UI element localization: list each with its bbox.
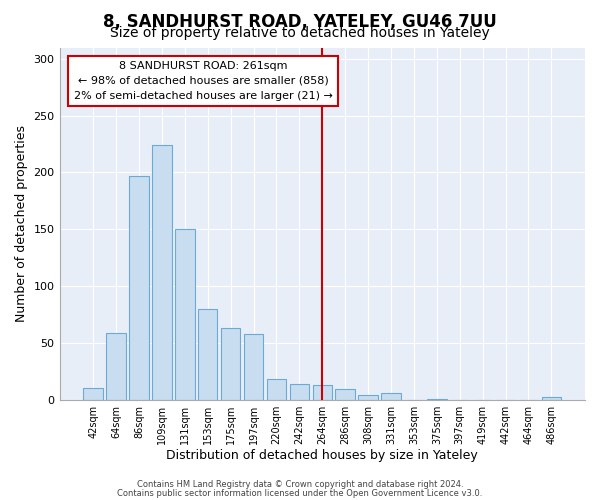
Bar bbox=[427, 398, 446, 400]
Text: Size of property relative to detached houses in Yateley: Size of property relative to detached ho… bbox=[110, 26, 490, 40]
Text: 8 SANDHURST ROAD: 261sqm
← 98% of detached houses are smaller (858)
2% of semi-d: 8 SANDHURST ROAD: 261sqm ← 98% of detach… bbox=[74, 61, 332, 100]
Bar bbox=[221, 328, 241, 400]
Bar bbox=[335, 390, 355, 400]
Bar bbox=[106, 332, 126, 400]
Bar bbox=[129, 176, 149, 400]
Text: Contains HM Land Registry data © Crown copyright and database right 2024.: Contains HM Land Registry data © Crown c… bbox=[137, 480, 463, 489]
Bar bbox=[83, 388, 103, 400]
Bar bbox=[290, 384, 309, 400]
Bar bbox=[381, 393, 401, 400]
Bar bbox=[313, 385, 332, 400]
Bar bbox=[244, 334, 263, 400]
Bar bbox=[152, 145, 172, 400]
Bar bbox=[198, 309, 217, 400]
Bar bbox=[358, 395, 378, 400]
Bar bbox=[175, 230, 194, 400]
Text: Contains public sector information licensed under the Open Government Licence v3: Contains public sector information licen… bbox=[118, 488, 482, 498]
Bar bbox=[267, 380, 286, 400]
X-axis label: Distribution of detached houses by size in Yateley: Distribution of detached houses by size … bbox=[166, 450, 478, 462]
Bar bbox=[542, 398, 561, 400]
Text: 8, SANDHURST ROAD, YATELEY, GU46 7UU: 8, SANDHURST ROAD, YATELEY, GU46 7UU bbox=[103, 12, 497, 30]
Y-axis label: Number of detached properties: Number of detached properties bbox=[15, 125, 28, 322]
